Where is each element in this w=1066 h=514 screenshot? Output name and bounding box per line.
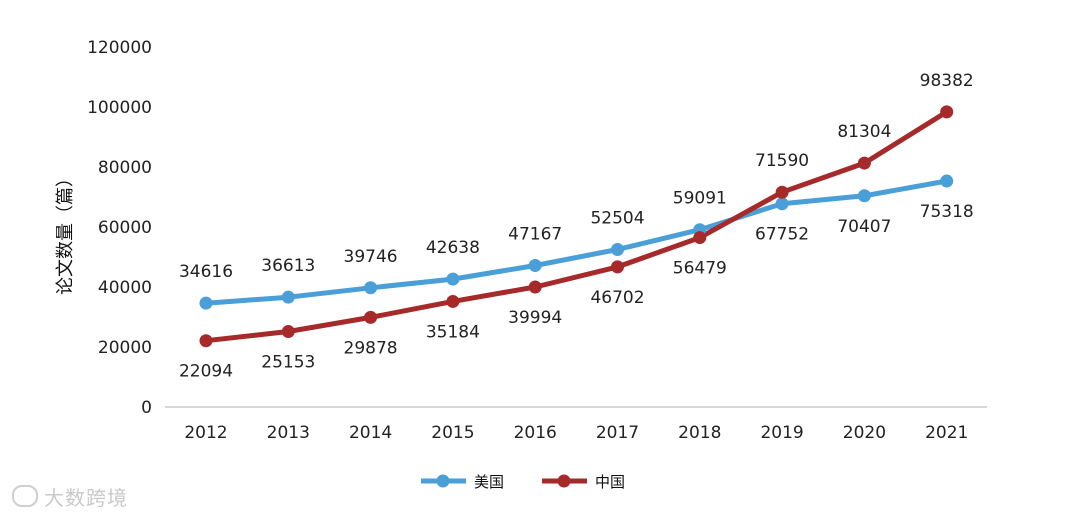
data-label: 98382	[920, 71, 974, 91]
data-label: 42638	[426, 238, 480, 258]
x-tick-label: 2015	[431, 423, 474, 443]
x-tick-label: 2020	[843, 423, 886, 443]
data-label: 35184	[426, 322, 480, 342]
data-label: 67752	[755, 225, 809, 245]
y-tick-labels: 0 20000 40000 60000 80000 100000 120000	[87, 38, 152, 418]
series-points	[199, 105, 954, 348]
data-point	[364, 281, 378, 295]
legend-marker	[557, 474, 571, 488]
data-label: 81304	[837, 122, 891, 142]
x-tick-label: 2016	[514, 423, 557, 443]
x-tick-label: 2012	[184, 423, 227, 443]
data-point	[940, 174, 954, 188]
series-line-0	[203, 178, 950, 306]
data-point	[775, 185, 789, 199]
data-point	[693, 231, 707, 245]
data-point	[199, 296, 213, 310]
data-point	[281, 325, 295, 339]
legend-marker	[436, 474, 450, 488]
y-tick-label: 60000	[98, 218, 152, 238]
watermark-text: 大数跨境	[44, 486, 128, 510]
y-tick-label: 100000	[87, 98, 152, 118]
watermark: 大数跨境	[12, 482, 128, 511]
x-tick-label: 2013	[267, 423, 310, 443]
data-label: 29878	[344, 338, 398, 358]
data-label: 52504	[590, 208, 644, 228]
data-point	[857, 156, 871, 170]
data-point	[446, 272, 460, 286]
data-point	[446, 294, 460, 308]
data-label: 56479	[673, 259, 727, 279]
y-tick-label: 120000	[87, 38, 152, 58]
data-label: 39994	[508, 308, 562, 328]
data-label: 70407	[837, 217, 891, 237]
data-point	[775, 197, 789, 211]
data-point	[611, 242, 624, 256]
data-label: 36613	[261, 256, 315, 276]
series-lines	[203, 109, 950, 344]
data-point	[281, 290, 295, 304]
data-label: 22094	[179, 362, 233, 382]
data-label: 39746	[344, 247, 398, 267]
data-point	[528, 258, 542, 272]
data-point	[528, 280, 542, 294]
data-point	[611, 260, 624, 274]
y-tick-label: 0	[141, 398, 152, 418]
legend-label: 中国	[595, 473, 625, 491]
y-tick-label: 40000	[98, 278, 152, 298]
legend: 美国 中国	[421, 473, 625, 491]
x-tick-label: 2017	[596, 423, 639, 443]
y-axis-label: 论文数量（篇）	[55, 169, 76, 295]
y-tick-label: 20000	[98, 338, 152, 358]
watermark-logo-icon	[12, 485, 38, 507]
data-labels: 34616 36613 39746 42638 47167 52504 59091 67752…	[179, 71, 974, 382]
data-label: 25153	[261, 353, 315, 373]
data-label: 47167	[508, 224, 562, 244]
data-point	[364, 310, 378, 324]
data-point	[199, 334, 213, 348]
x-tick-labels: 2012 2013 2014 2015 2016 2017 2018 2019 2020 2021	[184, 423, 968, 443]
data-label: 59091	[673, 189, 727, 209]
data-point	[857, 189, 871, 203]
y-tick-label: 80000	[98, 158, 152, 178]
data-point	[940, 105, 954, 119]
series-line-1	[203, 109, 950, 344]
x-tick-label: 2019	[760, 423, 803, 443]
x-tick-label: 2018	[678, 423, 721, 443]
data-label: 75318	[920, 202, 974, 222]
x-tick-label: 2014	[349, 423, 392, 443]
data-label: 46702	[590, 288, 644, 308]
data-label: 34616	[179, 262, 233, 282]
data-label: 71590	[755, 151, 809, 171]
x-tick-label: 2021	[925, 423, 968, 443]
legend-label: 美国	[474, 473, 504, 491]
